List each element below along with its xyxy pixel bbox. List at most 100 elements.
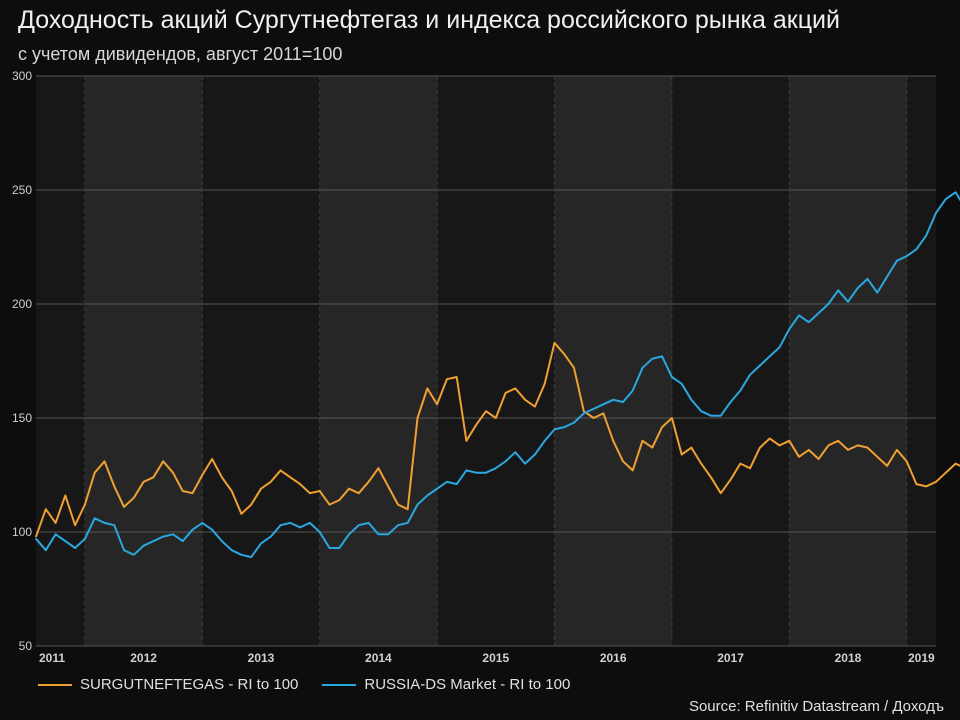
data-point-surgut xyxy=(465,440,468,442)
data-point-surgut xyxy=(260,487,262,490)
data-point-surgut xyxy=(211,458,213,460)
x-tick-label: 2015 xyxy=(482,651,509,665)
data-point-surgut xyxy=(230,490,233,492)
data-point-russia xyxy=(563,426,566,428)
data-point-russia xyxy=(602,403,605,406)
x-tick-label: 2014 xyxy=(365,651,392,665)
data-point-surgut xyxy=(935,481,937,483)
x-tick-label: 2016 xyxy=(600,651,627,665)
data-point-surgut xyxy=(416,417,419,419)
data-point-surgut xyxy=(798,456,800,458)
data-point-surgut xyxy=(191,492,194,495)
data-point-surgut xyxy=(45,508,47,511)
data-point-russia xyxy=(358,524,360,526)
data-point-surgut xyxy=(84,503,86,506)
data-point-russia xyxy=(631,389,634,392)
data-point-russia xyxy=(495,467,497,470)
data-point-surgut xyxy=(250,503,252,506)
data-point-russia xyxy=(64,540,67,542)
data-point-surgut xyxy=(103,460,106,463)
data-point-russia xyxy=(905,255,908,257)
data-point-surgut xyxy=(671,417,673,419)
data-point-surgut xyxy=(504,392,507,394)
data-point-surgut xyxy=(221,476,223,479)
data-point-russia xyxy=(856,287,859,289)
data-point-russia xyxy=(690,399,693,401)
data-point-surgut xyxy=(377,467,380,470)
data-point-russia xyxy=(866,278,869,280)
data-point-surgut xyxy=(162,460,164,463)
legend-swatch-russia xyxy=(322,683,357,686)
data-point-russia xyxy=(827,303,830,305)
chart-title: Доходность акций Сургутнефтегаз и индекс… xyxy=(18,6,840,34)
data-point-surgut xyxy=(534,405,536,408)
data-point-surgut xyxy=(759,446,761,449)
data-point-russia xyxy=(152,540,155,542)
data-point-russia xyxy=(641,367,644,369)
data-point-surgut xyxy=(876,456,879,458)
y-tick-label: 250 xyxy=(12,183,32,197)
data-point-russia xyxy=(93,517,96,520)
data-point-russia xyxy=(622,401,624,403)
x-tick-label: 2018 xyxy=(835,651,862,665)
source-note: Source: Refinitiv Datastream / Доходъ xyxy=(688,698,944,715)
data-point-surgut xyxy=(710,476,712,479)
data-point-russia xyxy=(475,471,478,474)
series-lines xyxy=(35,191,960,559)
year-band xyxy=(554,76,672,646)
data-point-surgut xyxy=(318,490,321,492)
x-tick-label: 2019 xyxy=(908,651,935,665)
data-point-surgut xyxy=(729,478,732,481)
data-point-surgut xyxy=(720,492,722,495)
x-tick-label: 2011 xyxy=(39,651,65,665)
y-tick-label: 50 xyxy=(19,639,33,653)
data-point-surgut xyxy=(856,444,859,447)
data-point-surgut xyxy=(289,476,292,479)
data-point-russia xyxy=(426,494,429,497)
data-point-surgut xyxy=(279,469,282,472)
data-point-russia xyxy=(201,522,204,524)
data-point-surgut xyxy=(455,376,458,378)
data-point-russia xyxy=(387,533,390,536)
data-point-russia xyxy=(436,487,438,490)
x-tick-label: 2017 xyxy=(717,651,744,665)
plot-background-bands xyxy=(36,76,936,646)
data-point-russia xyxy=(74,547,76,549)
data-point-russia xyxy=(524,462,526,465)
data-point-surgut xyxy=(133,497,135,499)
data-point-russia xyxy=(739,389,742,392)
data-point-surgut xyxy=(543,383,546,385)
data-point-russia xyxy=(553,428,556,431)
data-point-surgut xyxy=(690,446,693,449)
data-point-surgut xyxy=(778,444,781,447)
data-point-surgut xyxy=(896,449,898,451)
data-point-surgut xyxy=(700,462,702,465)
x-tick-label: 2012 xyxy=(130,651,157,665)
data-point-surgut xyxy=(886,465,888,467)
data-point-russia xyxy=(935,212,937,214)
data-point-surgut xyxy=(827,444,830,447)
data-point-surgut xyxy=(338,499,341,501)
data-point-russia xyxy=(759,364,761,367)
data-point-surgut xyxy=(309,492,311,495)
data-point-surgut xyxy=(93,471,96,474)
data-point-russia xyxy=(573,421,575,424)
data-point-surgut xyxy=(788,440,791,442)
data-point-russia xyxy=(250,556,252,558)
data-point-russia xyxy=(612,399,614,401)
data-point-russia xyxy=(661,355,663,358)
data-point-russia xyxy=(446,481,448,483)
data-point-russia xyxy=(367,522,370,524)
data-point-russia xyxy=(778,346,781,349)
x-axis-ticks: 2011 2012 2013 2014 2015 2016 2017 2018 2019 xyxy=(39,651,935,665)
data-point-russia xyxy=(221,540,223,542)
data-point-russia xyxy=(318,531,321,533)
data-point-surgut xyxy=(35,535,37,538)
data-point-surgut xyxy=(270,481,272,483)
data-point-russia xyxy=(103,522,106,524)
data-point-surgut xyxy=(426,387,429,390)
data-point-surgut xyxy=(592,417,595,419)
data-point-russia xyxy=(397,524,399,526)
legend: SURGUTNEFTEGAS - RI to 100 RUSSIA-DS Mar… xyxy=(38,676,570,693)
data-point-russia xyxy=(328,547,331,549)
